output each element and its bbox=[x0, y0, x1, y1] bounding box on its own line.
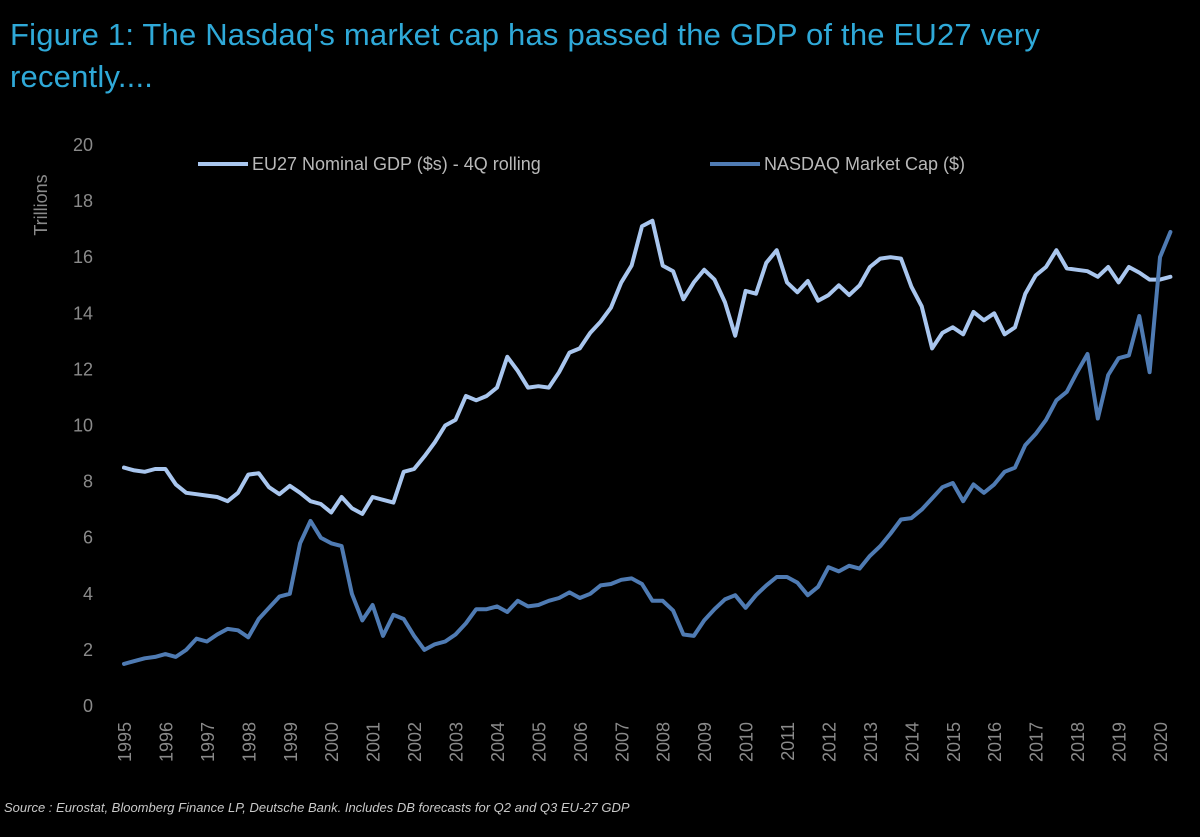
x-tick-label: 2015 bbox=[944, 722, 964, 762]
y-tick-label: 8 bbox=[83, 472, 93, 492]
y-tick-label: 12 bbox=[73, 359, 93, 379]
x-tick-label: 2018 bbox=[1068, 722, 1088, 762]
x-tick-label: 2006 bbox=[571, 722, 591, 762]
source-note: Source : Eurostat, Bloomberg Finance LP,… bbox=[4, 800, 630, 815]
series-line-nasdaq-market-cap bbox=[122, 230, 1173, 666]
x-tick-label: 2014 bbox=[902, 722, 922, 762]
x-tick-label: 2003 bbox=[447, 722, 467, 762]
x-tick-label: 1997 bbox=[198, 722, 218, 762]
x-tick-label: 2002 bbox=[405, 722, 425, 762]
y-tick-label: 10 bbox=[73, 416, 93, 436]
y-tick-label: 2 bbox=[83, 640, 93, 660]
series-lines bbox=[122, 218, 1173, 666]
y-tick-label: 16 bbox=[73, 247, 93, 267]
x-tick-label: 2017 bbox=[1027, 722, 1047, 762]
x-tick-label: 2009 bbox=[695, 722, 715, 762]
y-tick-label: 6 bbox=[83, 528, 93, 548]
x-tick-label: 2019 bbox=[1110, 722, 1130, 762]
legend-label: EU27 Nominal GDP ($s) - 4Q rolling bbox=[252, 154, 541, 174]
x-tick-label: 2007 bbox=[612, 722, 632, 762]
y-tick-label: 20 bbox=[73, 135, 93, 155]
x-tick-label: 2004 bbox=[488, 722, 508, 762]
series-line-eu27-gdp bbox=[122, 218, 1173, 516]
x-tick-label: 1996 bbox=[156, 722, 176, 762]
x-tick-label: 2010 bbox=[737, 722, 757, 762]
x-tick-label: 2005 bbox=[529, 722, 549, 762]
y-axis-label: Trillions bbox=[31, 174, 51, 235]
x-tick-label: 2001 bbox=[364, 722, 384, 762]
x-tick-label: 1995 bbox=[115, 722, 135, 762]
y-tick-label: 18 bbox=[73, 191, 93, 211]
y-tick-label: 0 bbox=[83, 696, 93, 716]
legend-label: NASDAQ Market Cap ($) bbox=[764, 154, 965, 174]
x-tick-label: 2016 bbox=[985, 722, 1005, 762]
x-tick-label: 2013 bbox=[861, 722, 881, 762]
y-axis: 0 2 4 6 8 10 12 14 16 18 20 Trillions bbox=[31, 135, 93, 716]
x-tick-label: 2000 bbox=[322, 722, 342, 762]
chart-title: Figure 1: The Nasdaq's market cap has pa… bbox=[10, 17, 1041, 94]
x-tick-label: 2008 bbox=[654, 722, 674, 762]
x-axis: 1995 1996 1997 1998 1999 2000 2001 2002 2003 2004… bbox=[115, 722, 1171, 762]
legend: EU27 Nominal GDP ($s) - 4Q rolling NASDAQ… bbox=[198, 154, 965, 174]
y-tick-label: 4 bbox=[83, 584, 93, 604]
x-tick-label: 1998 bbox=[239, 722, 259, 762]
y-tick-label: 14 bbox=[73, 303, 93, 323]
x-tick-label: 2011 bbox=[778, 722, 798, 761]
x-tick-label: 1999 bbox=[281, 722, 301, 762]
x-tick-label: 2020 bbox=[1151, 722, 1171, 762]
x-tick-label: 2012 bbox=[819, 722, 839, 762]
